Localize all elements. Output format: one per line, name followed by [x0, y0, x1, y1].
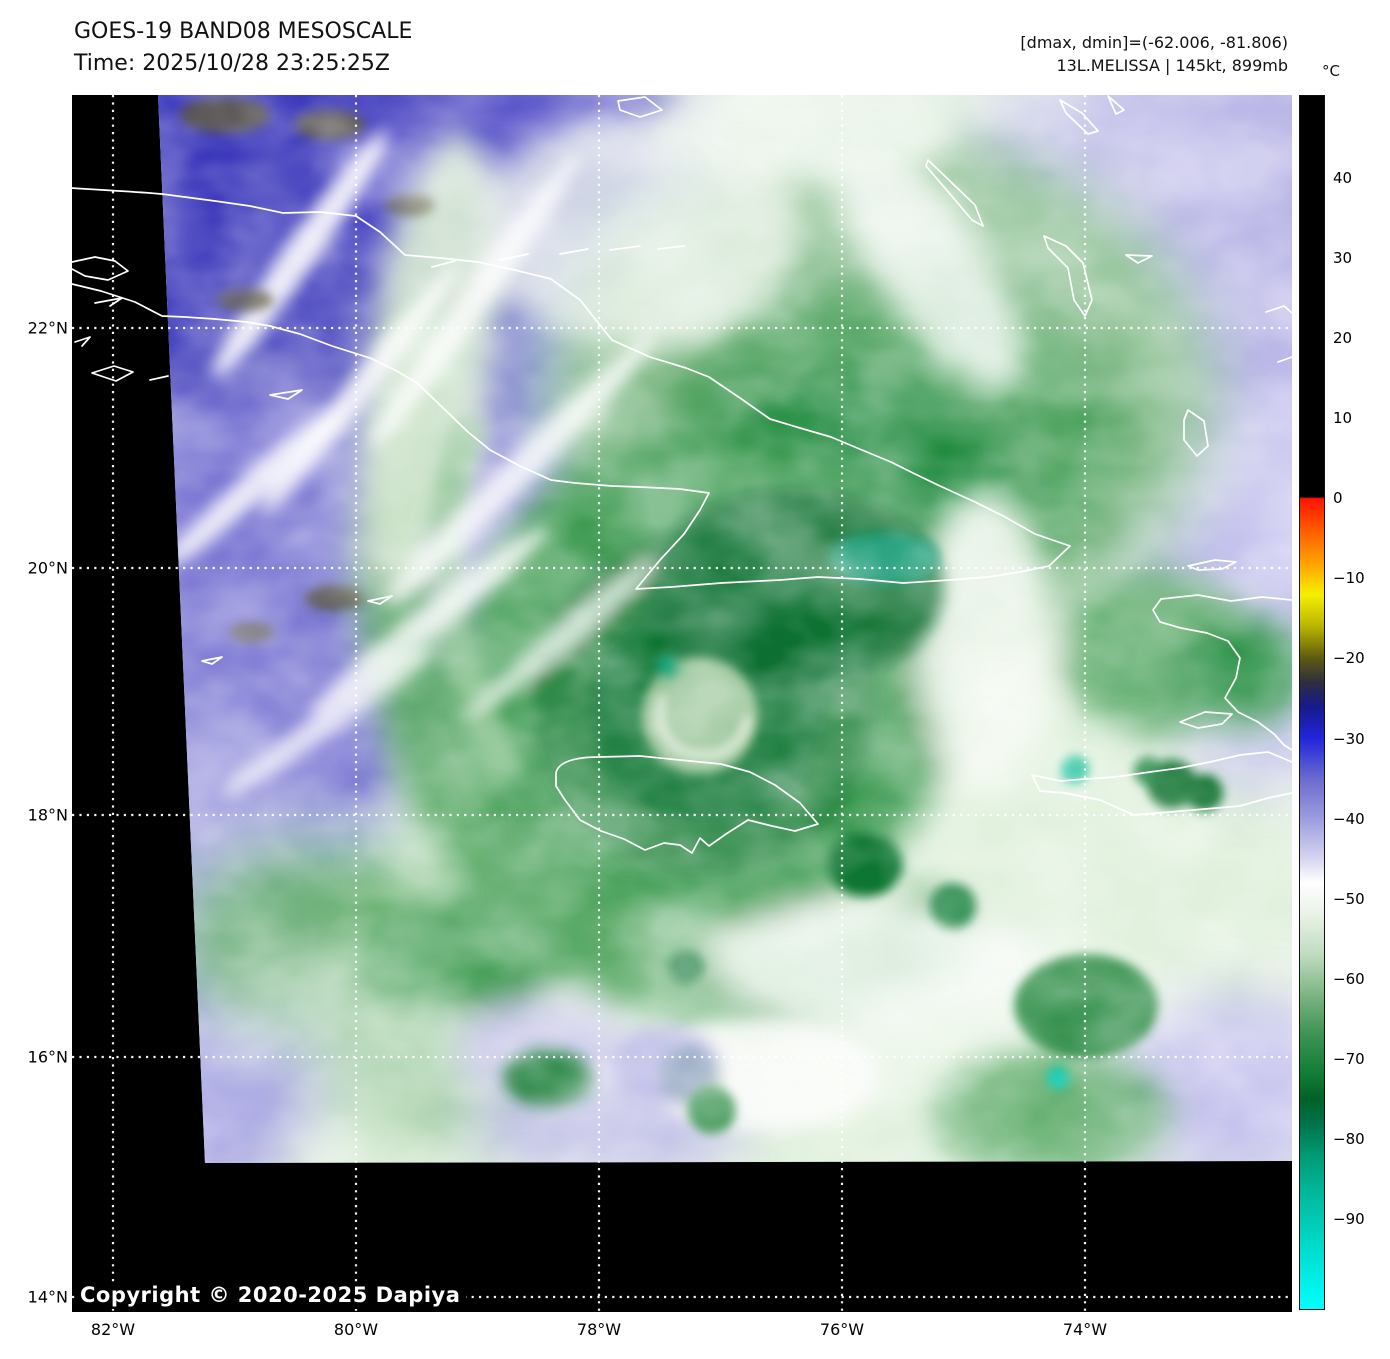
colorbar-tick-20: 20 [1333, 328, 1353, 347]
colorbar-tick-−70: −70 [1333, 1050, 1365, 1069]
colorbar-tick-10: 10 [1333, 408, 1353, 427]
lat-tick-label-16°N: 16°N [27, 1047, 68, 1067]
west-cuba-coast-fragments [71, 256, 129, 347]
lon-tick-label-74°W: 74°W [1062, 1320, 1108, 1339]
tortuga-island [1187, 559, 1237, 571]
colorbar-tick-−90: −90 [1333, 1210, 1365, 1229]
colorbar-tick-−10: −10 [1333, 569, 1365, 588]
gonave-island [1179, 711, 1233, 729]
cloud-texture-overlay [158, 95, 1292, 1163]
header-meta: [dmax, dmin]=(-62.006, -81.806) 13L.MELI… [1020, 31, 1288, 77]
colorbar-tick-−60: −60 [1333, 970, 1365, 988]
storm-info: 13L.MELISSA | 145kt, 899mb [1056, 56, 1288, 75]
colorbar-tick-−40: −40 [1333, 809, 1365, 828]
colorbar-tick-30: 30 [1333, 248, 1353, 267]
caicos-islands [1265, 305, 1293, 363]
hispaniola-north-coastline [1152, 594, 1293, 751]
lat-tick-label-20°N: 20°N [27, 558, 68, 578]
canarreos-archipelago [91, 365, 303, 400]
colorbar-tick-40: 40 [1333, 168, 1353, 187]
bahamas-mayaguana-island [1125, 254, 1153, 264]
colorbar [1299, 95, 1325, 1310]
lon-tick-label-76°W: 76°W [819, 1320, 865, 1339]
lat-tick-label-18°N: 18°N [27, 805, 68, 825]
copyright-watermark: Copyright © 2020-2025 Dapiya [78, 1283, 467, 1309]
colorbar-tick-−50: −50 [1333, 889, 1365, 908]
great-inagua-island [1183, 409, 1209, 457]
satellite-imagery [158, 95, 1292, 1163]
bahamas-long-island [925, 159, 984, 227]
colorbar-tick-−20: −20 [1333, 649, 1365, 668]
cay-sal-bank [617, 96, 663, 118]
cuba-coastline [71, 187, 1071, 590]
bahamas-acklins-island [1043, 235, 1093, 317]
lon-tick-label-82°W: 82°W [90, 1320, 136, 1339]
colorbar-unit-label: °C [1322, 62, 1340, 80]
bahamas-northeast-cays [1059, 95, 1125, 135]
cuba-north-cays [431, 245, 685, 268]
lon-tick-label-80°W: 80°W [333, 1320, 379, 1339]
cayman-islands [201, 595, 393, 665]
colorbar-tick-−30: −30 [1333, 729, 1365, 748]
hispaniola-south-peninsula-coastline [1031, 751, 1293, 816]
jamaica-coastline [555, 755, 819, 854]
lat-tick-label-14°N: 14°N [27, 1287, 68, 1307]
colorbar-tick-−80: −80 [1333, 1130, 1365, 1149]
coastlines [71, 95, 1293, 854]
image-timestamp: Time: 2025/10/28 23:25:25Z [74, 51, 390, 76]
lon-tick-label-78°W: 78°W [576, 1320, 622, 1339]
header-titles: GOES-19 BAND08 MESOSCALE Time: 2025/10/2… [74, 16, 412, 80]
image-title: GOES-19 BAND08 MESOSCALE [74, 19, 413, 44]
gridlines [72, 95, 1292, 1312]
dmax-dmin-readout: [dmax, dmin]=(-62.006, -81.806) [1020, 33, 1288, 52]
colorbar-tick-0: 0 [1333, 489, 1343, 508]
lat-tick-label-22°N: 22°N [27, 318, 68, 338]
